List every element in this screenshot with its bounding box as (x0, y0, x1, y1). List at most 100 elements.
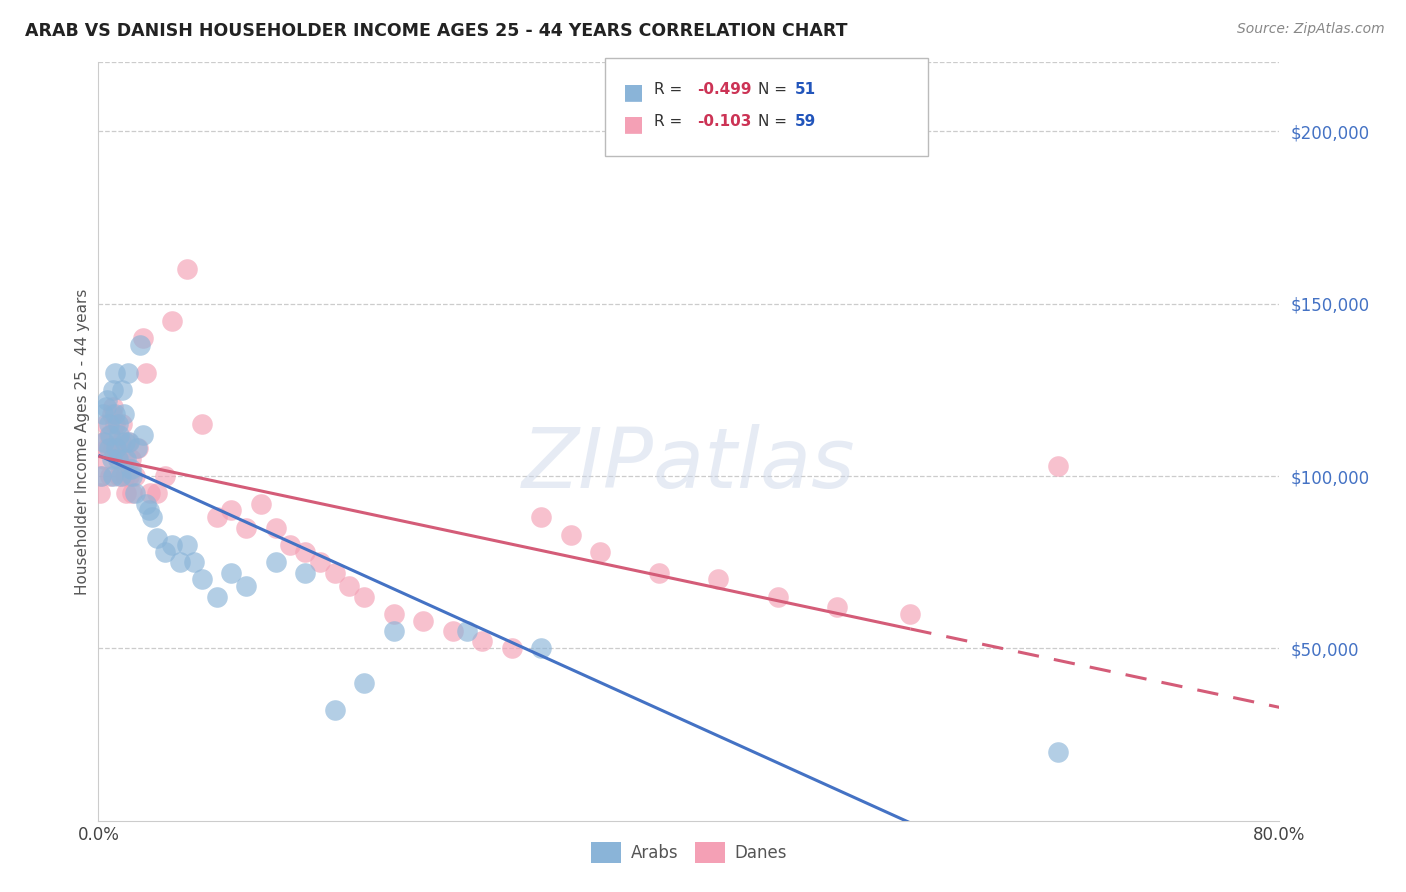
Point (382, 607, 405, 621)
Point (205, 590, 228, 604)
Point (108, 469, 131, 483)
Point (146, 486, 169, 500)
Point (412, 614, 434, 628)
Point (309, 555, 332, 569)
Point (93, 434, 115, 449)
Point (139, 486, 162, 500)
Point (560, 527, 582, 541)
Text: R =: R = (654, 114, 688, 129)
Point (471, 634, 494, 648)
Point (115, 451, 138, 466)
Point (323, 566, 346, 580)
Point (183, 555, 205, 569)
Point (176, 262, 198, 277)
Point (103, 442, 125, 456)
Point (441, 624, 464, 639)
Y-axis label: Householder Income Ages 25 - 44 years: Householder Income Ages 25 - 44 years (75, 288, 90, 595)
Point (104, 407, 127, 421)
Point (280, 538, 302, 552)
Point (114, 469, 136, 483)
Point (221, 566, 243, 580)
Point (98, 469, 121, 483)
Point (457, 624, 479, 639)
Point (294, 545, 316, 559)
Legend: Arabs, Danes: Arabs, Danes (583, 836, 794, 869)
Point (264, 521, 287, 535)
Point (118, 469, 141, 483)
Text: ARAB VS DANISH HOUSEHOLDER INCOME AGES 25 - 44 YEARS CORRELATION CHART: ARAB VS DANISH HOUSEHOLDER INCOME AGES 2… (25, 22, 848, 40)
Point (124, 486, 146, 500)
Text: N =: N = (758, 82, 792, 97)
Point (125, 442, 148, 456)
Point (648, 566, 671, 580)
Point (100, 407, 122, 421)
Point (117, 366, 139, 380)
Point (89, 486, 111, 500)
Text: -0.499: -0.499 (697, 82, 752, 97)
Point (162, 538, 183, 552)
Point (766, 590, 789, 604)
Point (135, 366, 157, 380)
Point (112, 407, 135, 421)
Point (128, 338, 150, 352)
Point (176, 538, 198, 552)
Point (141, 510, 163, 524)
Point (104, 417, 127, 432)
Point (221, 503, 243, 517)
Point (103, 469, 125, 483)
Point (589, 545, 612, 559)
Text: ■: ■ (623, 114, 644, 134)
Point (103, 383, 125, 397)
Point (127, 442, 149, 456)
Text: ZIPatlas: ZIPatlas (522, 424, 856, 505)
Point (235, 579, 257, 593)
Point (162, 314, 183, 328)
Point (90, 469, 112, 483)
Point (900, 607, 922, 621)
Point (530, 510, 553, 524)
Point (121, 486, 143, 500)
Point (191, 417, 214, 432)
Point (90, 469, 112, 483)
Point (146, 531, 169, 545)
Point (91, 434, 114, 449)
Point (105, 442, 128, 456)
Point (339, 579, 361, 593)
Point (115, 486, 138, 500)
Point (132, 427, 155, 442)
Point (353, 590, 375, 604)
Point (103, 400, 125, 414)
Point (501, 641, 523, 656)
Point (97, 427, 120, 442)
Point (93, 451, 115, 466)
Point (96, 442, 118, 456)
Point (250, 497, 273, 511)
Point (98, 427, 121, 442)
Point (135, 497, 157, 511)
Point (205, 510, 228, 524)
Text: N =: N = (758, 114, 792, 129)
Point (132, 331, 155, 345)
Text: Source: ZipAtlas.com: Source: ZipAtlas.com (1237, 22, 1385, 37)
Point (114, 434, 136, 449)
Point (111, 417, 134, 432)
Point (530, 641, 553, 656)
Point (1046, 745, 1070, 759)
Point (138, 503, 160, 517)
Point (153, 545, 176, 559)
Point (112, 451, 135, 466)
Point (104, 366, 127, 380)
Point (107, 417, 129, 432)
Point (110, 434, 132, 449)
Point (707, 573, 730, 587)
Point (120, 451, 142, 466)
Point (108, 427, 131, 442)
Text: 59: 59 (794, 114, 815, 129)
Point (382, 624, 405, 639)
Point (97, 417, 120, 432)
Point (323, 703, 346, 717)
Point (121, 469, 143, 483)
Point (235, 521, 257, 535)
Point (825, 599, 848, 614)
Point (107, 451, 129, 466)
